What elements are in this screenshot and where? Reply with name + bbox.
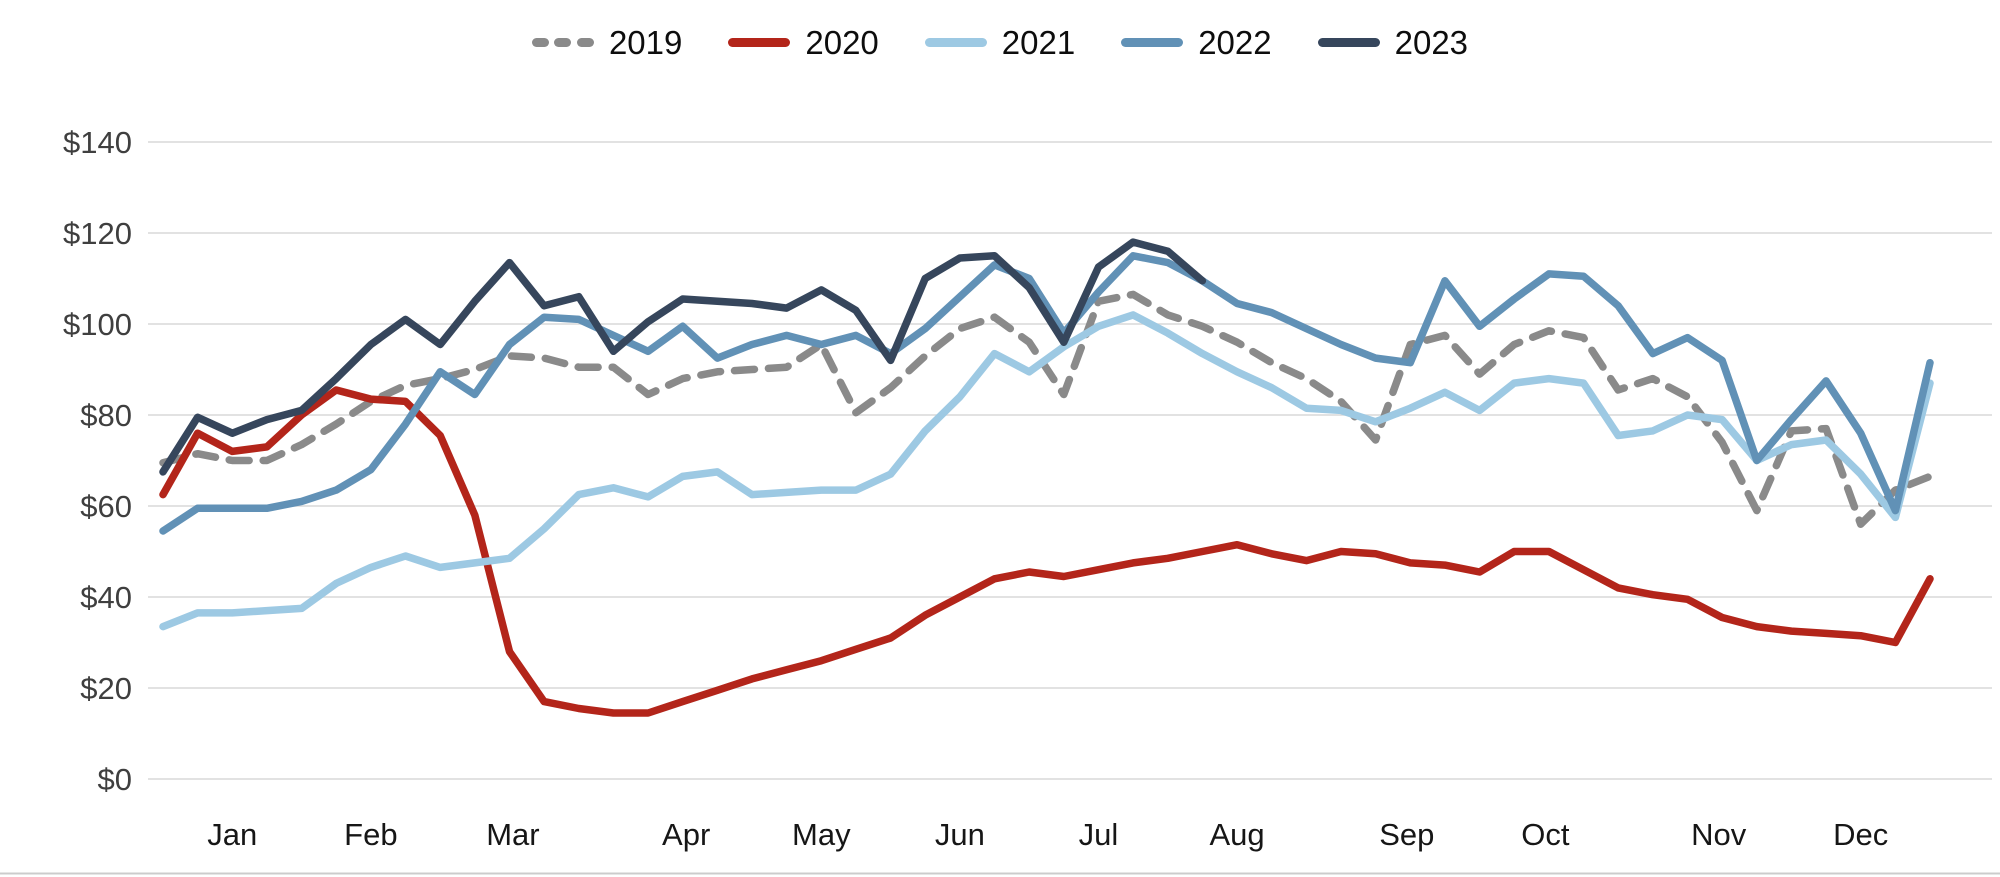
- y-axis-tick-label-40: $40: [80, 580, 132, 615]
- legend-item-2019: 2019: [531, 24, 683, 61]
- legend-label-2022: 2022: [1198, 24, 1272, 61]
- legend-line-swatch-2023: [1317, 38, 1380, 47]
- legend-label-2021: 2021: [1001, 24, 1076, 61]
- series-line-2019: [159, 290, 1934, 528]
- x-axis-month-label-Dec: Dec: [1833, 817, 1888, 852]
- x-axis-month-label-Nov: Nov: [1691, 817, 1747, 852]
- y-axis-tick-label-120: $120: [63, 216, 132, 251]
- x-axis-month-label-Jul: Jul: [1079, 817, 1119, 852]
- legend-item-2023: 2023: [1317, 24, 1469, 61]
- x-axis-month-label-Apr: Apr: [662, 817, 710, 852]
- y-axis-tick-label-60: $60: [80, 489, 132, 524]
- x-axis-month-label-Sep: Sep: [1379, 817, 1434, 852]
- legend-item-2022: 2022: [1121, 24, 1272, 61]
- legend-line-swatch-2020: [728, 38, 791, 47]
- x-axis-month-label-May: May: [792, 817, 851, 852]
- legend-line-swatch-2021: [924, 38, 987, 47]
- y-axis-tick-label-20: $20: [80, 671, 132, 706]
- legend-item-2021: 2021: [924, 24, 1076, 61]
- y-axis-tick-label-100: $100: [63, 307, 132, 342]
- legend-label-2023: 2023: [1394, 24, 1469, 61]
- series-line-2022: [159, 252, 1934, 535]
- legend-label-2019: 2019: [608, 24, 683, 61]
- y-axis-tick-label-0: $0: [98, 762, 132, 797]
- x-axis-month-label-Oct: Oct: [1521, 817, 1570, 852]
- y-axis-tick-label-140: $140: [63, 125, 132, 160]
- legend-item-2020: 2020: [728, 24, 879, 61]
- legend-line-swatch-2019: [531, 38, 594, 47]
- legend-line-swatch-2022: [1121, 38, 1184, 47]
- chart-legend: 2019 2020 2021 2022 2023: [0, 26, 2000, 59]
- x-axis-month-label-Jan: Jan: [207, 817, 257, 852]
- series-line-2020: [159, 386, 1934, 717]
- series-line-2021: [159, 311, 1934, 631]
- x-axis-month-label-Jun: Jun: [935, 817, 985, 852]
- legend-label-2020: 2020: [805, 24, 879, 61]
- y-axis-tick-label-80: $80: [80, 398, 132, 433]
- series-line-2023: [159, 238, 1207, 476]
- x-axis-month-label-Mar: Mar: [486, 817, 539, 852]
- x-axis-month-label-Feb: Feb: [344, 817, 397, 852]
- x-axis-month-label-Aug: Aug: [1209, 817, 1264, 852]
